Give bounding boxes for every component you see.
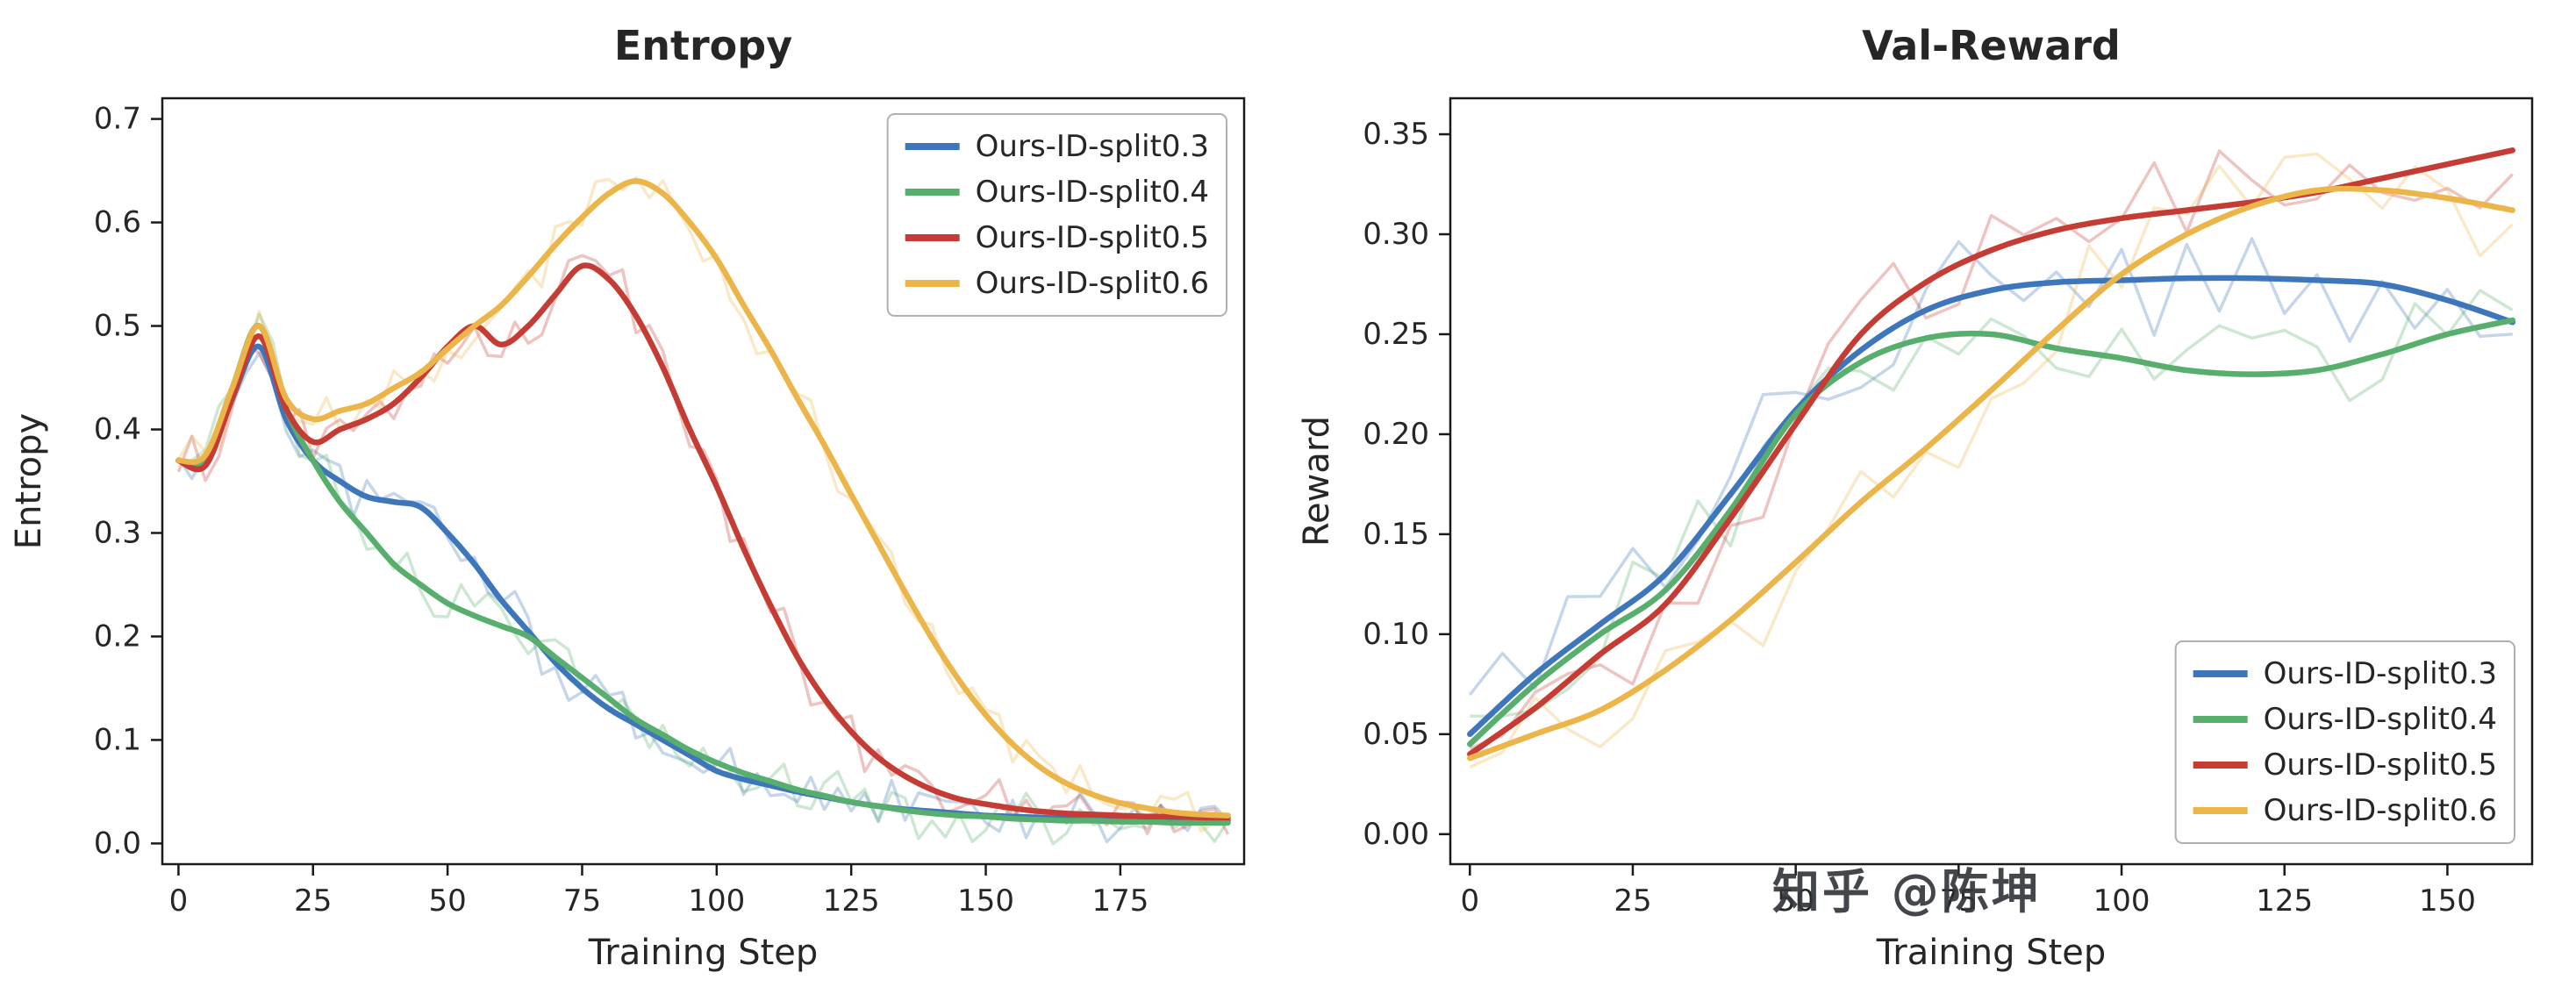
legend-frame [886,113,1227,317]
y-tick-label: 0.35 [1363,117,1429,152]
y-tick-label: 0.0 [94,826,141,861]
y-tick-label: 0.5 [94,309,141,344]
series-line-Ours-ID-split0.4 [1467,317,2515,747]
legend-entry-label: Ours-ID-split0.5 [976,220,1209,255]
legend: Ours-ID-split0.3 Ours-ID-split0.4 Ours-ID-… [886,113,1227,317]
y-tick-label: 0.10 [1363,617,1429,652]
x-tick-label: 125 [2256,883,2313,919]
x-tick-label: 25 [294,883,332,919]
y-tick-label: 0.2 [94,619,141,654]
raw-trace-Ours-ID-split0.6 [1469,152,2514,769]
axes-spines [1449,97,2534,866]
x-tick-label: 50 [1777,883,1814,919]
legend-entry-label: Ours-ID-split0.4 [976,175,1209,210]
y-tick-label: 0.20 [1363,417,1429,452]
x-tick-label: 100 [2093,883,2150,919]
legend-entry-label: Ours-ID-split0.3 [976,129,1209,164]
y-tick-label: 0.1 [94,722,141,757]
val-reward-figure: 知乎 @陈坤 0 25 50 75 100 125 150 0.00 0.05 0.10 0.15 0… [1288,0,2576,994]
y-axis-label: Reward [1297,416,1337,547]
x-axis-label: Training Step [1876,933,2107,973]
series-line-Ours-ID-split0.4 [175,323,1231,826]
y-tick-label: 0.00 [1363,817,1429,852]
raw-trace-Ours-ID-split0.3 [1468,237,2513,696]
legend-entry-label: Ours-ID-split0.4 [2264,702,2497,737]
legend-entry-label: Ours-ID-split0.6 [2264,793,2497,828]
legend-frame [2174,640,2515,844]
raw-trace-Ours-ID-split0.4 [1470,289,2514,719]
val-reward-chart: 0 25 50 75 100 125 150 0.00 0.05 0.10 0.15 0.20 0.25… [1297,22,2534,973]
x-tick-label: 0 [169,883,189,919]
x-tick-label: 75 [1940,883,1978,919]
y-tick-label: 0.4 [94,412,141,447]
raw-trace-Ours-ID-split0.4 [178,312,1230,846]
y-tick-label: 0.25 [1363,317,1429,352]
x-tick-label: 50 [428,883,466,919]
legend: Ours-ID-split0.3 Ours-ID-split0.4 Ours-ID-… [2174,640,2515,844]
series-line-Ours-ID-split0.6 [175,178,1231,819]
axes-spines [161,97,1246,866]
legend-entry-label: Ours-ID-split0.6 [976,266,1209,301]
y-tick-label: 0.15 [1363,517,1429,552]
raw-trace-Ours-ID-split0.5 [1469,149,2514,750]
entropy-figure: 0 25 50 75 100 125 150 175 0.0 0.1 0.2 0.3 0.4 0.5 0.6… [9,22,1246,973]
series-line-Ours-ID-split0.6 [1467,185,2515,762]
raw-trace-Ours-ID-split0.5 [176,254,1230,835]
x-tick-label: 100 [688,883,745,919]
x-tick-label: 125 [823,883,880,919]
legend-entry-label: Ours-ID-split0.5 [2264,747,2497,783]
y-tick-label: 0.7 [94,102,141,137]
legend-entry-label: Ours-ID-split0.3 [2264,656,2497,691]
x-tick-label: 0 [1460,883,1479,919]
y-tick-label: 0.05 [1363,717,1429,752]
y-tick-label: 0.6 [94,205,141,240]
x-tick-label: 175 [1091,883,1148,919]
x-axis-label: Training Step [588,933,819,973]
x-tick-label: 75 [563,883,601,919]
x-tick-label: 150 [2419,883,2476,919]
chart-title: Entropy [614,22,792,69]
y-axis-label: Entropy [9,413,49,549]
x-tick-label: 150 [957,883,1014,919]
series-line-Ours-ID-split0.5 [175,262,1231,821]
y-tick-label: 0.30 [1363,217,1429,252]
chart-title: Val-Reward [1862,22,2121,69]
series-line-Ours-ID-split0.3 [1467,275,2515,738]
entropy-chart: 0 25 50 75 100 125 150 175 0.0 0.1 0.2 0.3 0.4 0.5 0.6… [9,22,1246,973]
x-tick-label: 25 [1614,883,1651,919]
y-tick-label: 0.3 [94,515,141,550]
